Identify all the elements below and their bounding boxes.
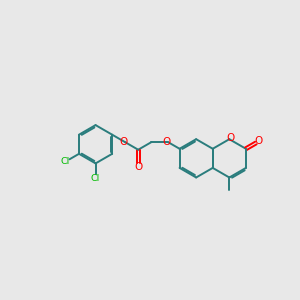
Text: O: O	[226, 133, 234, 143]
Text: O: O	[119, 136, 128, 146]
Text: O: O	[134, 162, 142, 172]
Text: Cl: Cl	[61, 157, 70, 166]
Text: O: O	[162, 136, 171, 146]
Text: Cl: Cl	[91, 175, 100, 184]
Text: O: O	[255, 136, 263, 146]
